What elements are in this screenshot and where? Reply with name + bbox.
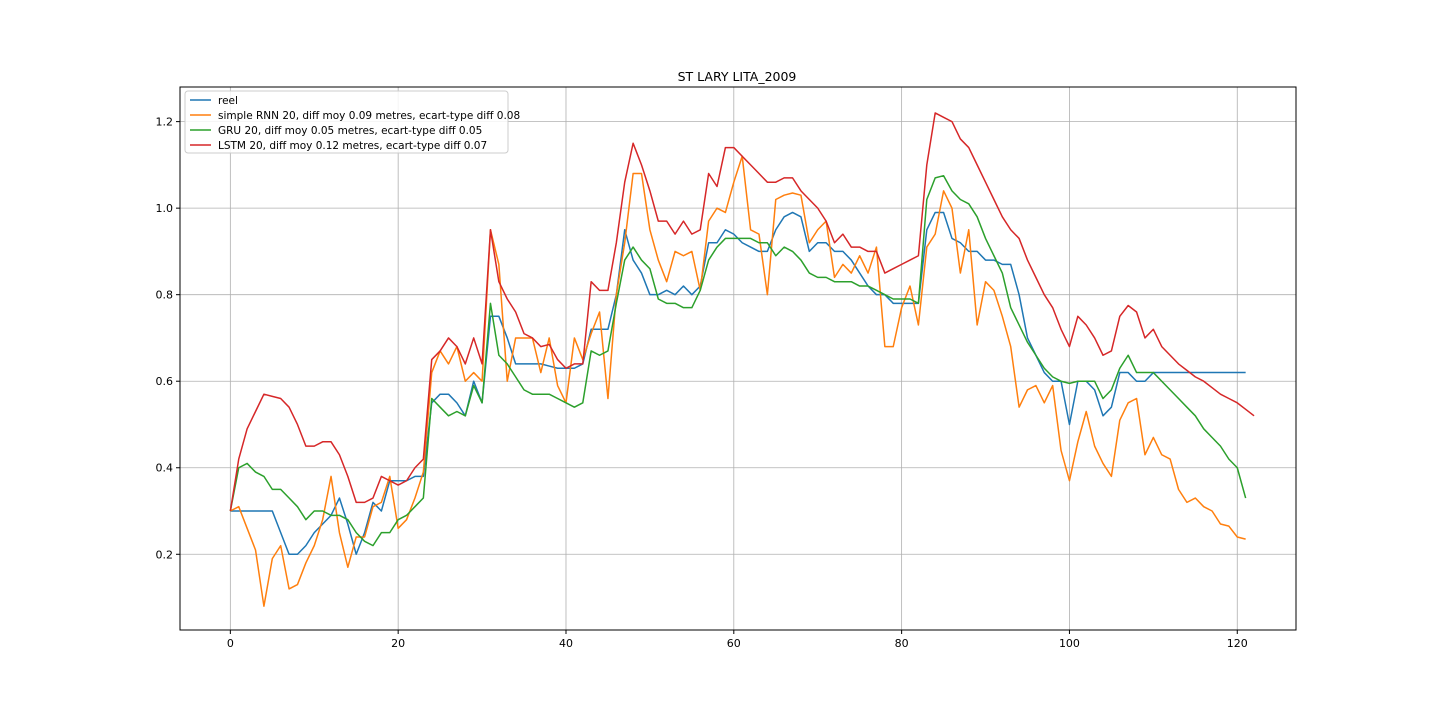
series-lines [229,112,1255,607]
chart-title: ST LARY LITA_2009 [678,69,797,84]
legend-label: LSTM 20, diff moy 0.12 metres, ecart-typ… [218,140,487,152]
legend: reel simple RNN 20, diff moy 0.09 metres,… [184,90,520,154]
x-tick-label: 80 [895,637,909,650]
y-tick-label: 0.6 [156,375,174,388]
y-tick-label: 0.4 [156,462,174,475]
series-line-1 [230,155,1246,607]
x-tick-label: 120 [1227,637,1248,650]
y-tick-label: 1.0 [156,202,174,215]
axis-ticks: 0 20 40 60 80 100 120 0.2 0.4 0.6 0.8 1.0 1.2 [156,116,1248,650]
y-tick-label: 0.8 [156,289,174,302]
series-line-3 [229,112,1255,512]
x-tick-label: 40 [559,637,573,650]
y-tick-label: 0.2 [156,548,174,561]
x-tick-label: 100 [1059,637,1080,650]
gridlines [180,87,1296,630]
legend-label: simple RNN 20, diff moy 0.09 metres, eca… [218,110,520,122]
legend-label: GRU 20, diff moy 0.05 metres, ecart-type… [218,125,482,137]
legend-label: reel [218,95,238,107]
series-line-2 [229,174,1247,547]
x-tick-label: 20 [391,637,405,650]
x-tick-label: 0 [227,637,234,650]
plot-frame [179,86,1297,631]
x-tick-label: 60 [727,637,741,650]
y-tick-label: 1.2 [156,116,174,129]
legend-box [184,90,509,154]
